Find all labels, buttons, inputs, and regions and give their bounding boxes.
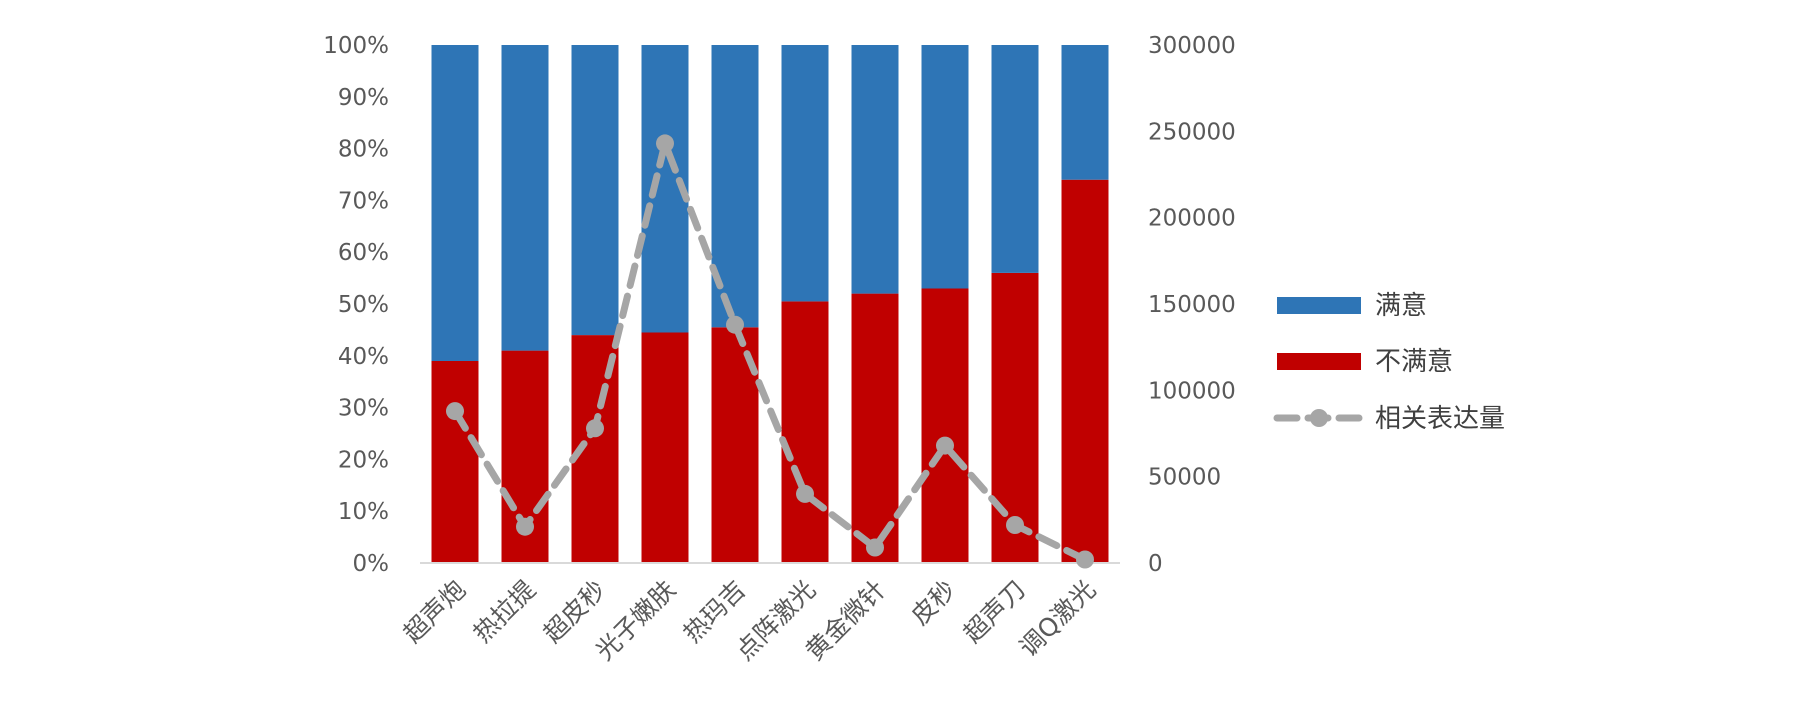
right-tick-label: 150000	[1148, 292, 1236, 318]
left-tick-label: 90%	[338, 85, 389, 111]
line-point-6	[866, 538, 884, 557]
left-tick-label: 20%	[338, 447, 389, 473]
bar-unsatisfied-0	[431, 361, 479, 563]
line-point-9	[1076, 550, 1094, 569]
right-tick-label: 100000	[1148, 378, 1236, 404]
bar-satisfied-5	[781, 45, 829, 302]
line-point-2	[586, 419, 604, 438]
category-label: 超声炮	[398, 575, 472, 649]
category-label: 调Q激光	[1014, 575, 1101, 662]
category-label: 热拉提	[468, 575, 542, 649]
legend-label-1: 不满意	[1375, 347, 1453, 377]
bar-satisfied-7	[921, 45, 969, 289]
line-series-group	[446, 134, 1094, 569]
line-point-7	[936, 436, 954, 455]
line-point-5	[796, 484, 814, 503]
bar-unsatisfied-7	[921, 288, 969, 563]
left-tick-label: 80%	[338, 137, 389, 163]
left-tick-label: 70%	[338, 188, 389, 214]
right-tick-label: 0	[1148, 551, 1163, 577]
left-tick-label: 100%	[323, 33, 389, 59]
bar-satisfied-9	[1061, 45, 1109, 180]
bar-unsatisfied-8	[991, 272, 1039, 563]
left-tick-label: 50%	[338, 292, 389, 318]
legend-label-0: 满意	[1375, 291, 1427, 321]
category-label: 皮秒	[905, 575, 961, 631]
left-tick-label: 0%	[353, 551, 390, 577]
left-tick-label: 10%	[338, 499, 389, 525]
bar-unsatisfied-9	[1061, 179, 1109, 563]
line-point-1	[516, 517, 534, 536]
left-tick-label: 30%	[338, 396, 389, 422]
bar-unsatisfied-5	[781, 301, 829, 563]
right-tick-label: 300000	[1148, 33, 1236, 59]
legend-swatch-1	[1277, 353, 1361, 370]
bar-unsatisfied-6	[851, 293, 899, 563]
line-expression-volume	[451, 139, 1089, 563]
bar-satisfied-2	[571, 45, 619, 336]
right-tick-label: 200000	[1148, 206, 1236, 232]
bar-satisfied-1	[501, 45, 549, 351]
legend-marker	[1310, 409, 1328, 427]
right-tick-label: 50000	[1148, 465, 1221, 491]
bars-group	[431, 45, 1109, 563]
left-tick-label: 60%	[338, 240, 389, 266]
line-point-4	[726, 315, 744, 334]
bar-satisfied-6	[851, 45, 899, 294]
right-axis-ticks: 0 50000 100000 150000 200000 250000 300000	[1148, 33, 1236, 577]
legend-swatch-0	[1277, 297, 1361, 314]
line-point-3	[656, 134, 674, 153]
line-point-8	[1006, 516, 1024, 534]
right-tick-label: 250000	[1148, 119, 1236, 145]
left-axis-ticks: 0% 10% 20% 30% 40% 50% 60% 70% 80% 90% 100%	[323, 33, 389, 577]
bar-satisfied-0	[431, 45, 479, 361]
bar-satisfied-8	[991, 45, 1039, 273]
left-tick-label: 40%	[338, 344, 389, 370]
bar-unsatisfied-3	[641, 332, 689, 563]
line-point-0	[446, 402, 464, 421]
legend-label-2: 相关表达量	[1375, 404, 1505, 434]
